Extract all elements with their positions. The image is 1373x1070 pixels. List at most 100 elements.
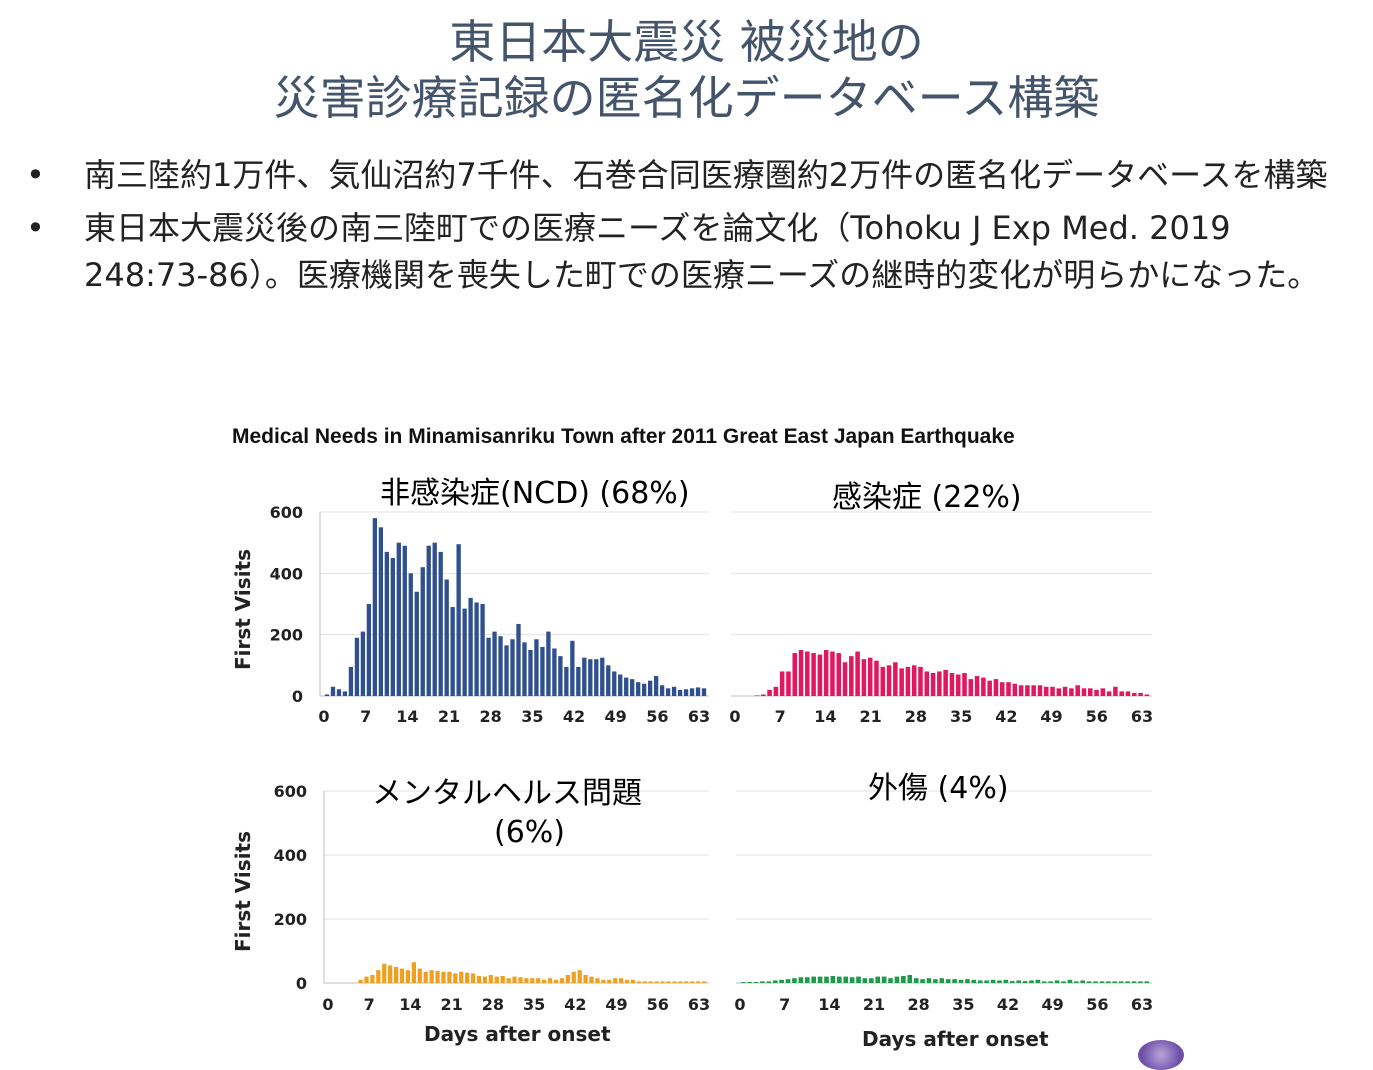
bar-ncd	[606, 665, 611, 696]
bullet-dot: •	[26, 156, 45, 194]
bar-injury	[1112, 981, 1118, 983]
bar-ncd	[683, 689, 689, 696]
bar-injury	[1093, 981, 1098, 983]
bar-ncd	[594, 659, 599, 696]
bar-injury	[881, 976, 887, 983]
x-tick-label: 56	[646, 707, 668, 726]
bar-infection	[987, 680, 992, 696]
bar-ncd	[444, 579, 449, 696]
bar-injury	[971, 979, 977, 983]
x-tick-label: 28	[905, 707, 927, 726]
bar-infection	[792, 653, 797, 696]
x-tick-label: 7	[779, 995, 790, 1014]
bar-ncd	[677, 689, 683, 696]
bar-ncd	[462, 608, 467, 696]
bar-infection	[924, 671, 930, 696]
bar-injury	[1106, 981, 1111, 983]
bar-infection	[817, 654, 823, 696]
bar-mental	[506, 978, 511, 983]
bar-ncd	[576, 666, 581, 696]
bar-ncd	[372, 518, 378, 696]
bar-infection	[1031, 685, 1036, 696]
panel-label-infection: 感染症 (22%)	[832, 480, 1022, 515]
bar-mental	[429, 970, 434, 983]
bar-mental	[672, 981, 677, 983]
panel-label-injury: 外傷 (4%)	[868, 771, 1009, 806]
bar-injury	[792, 978, 797, 983]
bar-ncd	[432, 542, 437, 696]
x-tick-label: 14	[399, 995, 421, 1014]
bullet-dot: •	[26, 209, 45, 247]
bar-mental	[405, 970, 411, 983]
bar-infection	[930, 673, 936, 696]
bar-ncd	[324, 694, 330, 696]
bar-mental	[453, 973, 458, 983]
bar-mental	[500, 975, 505, 983]
bar-injury	[785, 979, 791, 983]
bar-infection	[1088, 688, 1093, 696]
bar-infection	[981, 677, 986, 696]
x-tick-label: 21	[438, 707, 460, 726]
bar-ncd	[456, 544, 461, 696]
bar-injury	[862, 978, 868, 983]
bar-injury	[1099, 981, 1105, 983]
x-tick-label: 63	[688, 995, 710, 1014]
slide-title-line1: 東日本大震災 被災地の	[449, 15, 924, 69]
bar-injury	[1022, 981, 1028, 983]
bar-mental	[476, 975, 482, 983]
bar-injury	[1003, 979, 1009, 983]
bar-ncd	[492, 631, 497, 696]
bar-infection	[880, 666, 886, 696]
bar-ncd	[665, 688, 671, 696]
bar-ncd	[618, 674, 623, 696]
bar-ncd	[546, 631, 551, 696]
bar-injury	[843, 976, 849, 983]
bar-injury	[1074, 981, 1079, 983]
bar-infection	[874, 660, 879, 696]
x-tick-label: 0	[318, 707, 329, 726]
bar-injury	[990, 979, 996, 983]
bar-injury	[1009, 981, 1015, 983]
bar-infection	[1094, 689, 1099, 696]
bar-infection	[754, 695, 760, 696]
bar-mental	[595, 978, 600, 983]
bar-infection	[861, 659, 867, 696]
bar-mental	[370, 975, 375, 983]
bar-mental	[399, 968, 405, 983]
bullet-list: • 南三陸約1万件、気仙沼約7千件、石巻合同医療圏約2万件の匿名化データベースを…	[26, 152, 1356, 305]
bar-infection	[993, 679, 999, 696]
bar-mental	[417, 968, 422, 983]
bar-ncd	[582, 657, 587, 696]
bar-mental	[589, 976, 594, 983]
bar-ncd	[378, 527, 384, 696]
x-tick-label: 42	[563, 707, 585, 726]
bar-injury	[901, 975, 906, 983]
bar-injury	[977, 980, 983, 983]
bar-mental	[565, 975, 570, 983]
bar-injury	[1048, 981, 1054, 983]
bar-ncd	[689, 688, 695, 696]
x-axis-label-left: Days after onset	[424, 1022, 611, 1046]
bar-ncd	[450, 607, 455, 696]
bar-injury	[1144, 981, 1150, 983]
bar-ncd	[653, 676, 659, 696]
bar-ncd	[624, 677, 629, 696]
bar-infection	[886, 665, 892, 696]
bar-injury	[1067, 979, 1073, 983]
bar-injury	[1029, 980, 1034, 983]
bar-injury	[939, 978, 945, 983]
bar-infection	[905, 666, 911, 696]
bar-ncd	[570, 640, 575, 696]
bar-ncd	[336, 689, 342, 696]
bar-infection	[761, 694, 766, 696]
bar-infection	[974, 676, 980, 696]
bar-infection	[918, 666, 923, 696]
bar-mental	[435, 970, 440, 983]
y-tick-label: 0	[296, 974, 307, 993]
bar-infection	[937, 671, 942, 696]
bar-infection	[767, 689, 772, 696]
x-tick-label: 49	[1042, 995, 1064, 1014]
bar-injury	[952, 979, 957, 983]
x-tick-label: 56	[1086, 995, 1108, 1014]
bar-ncd	[534, 639, 539, 696]
